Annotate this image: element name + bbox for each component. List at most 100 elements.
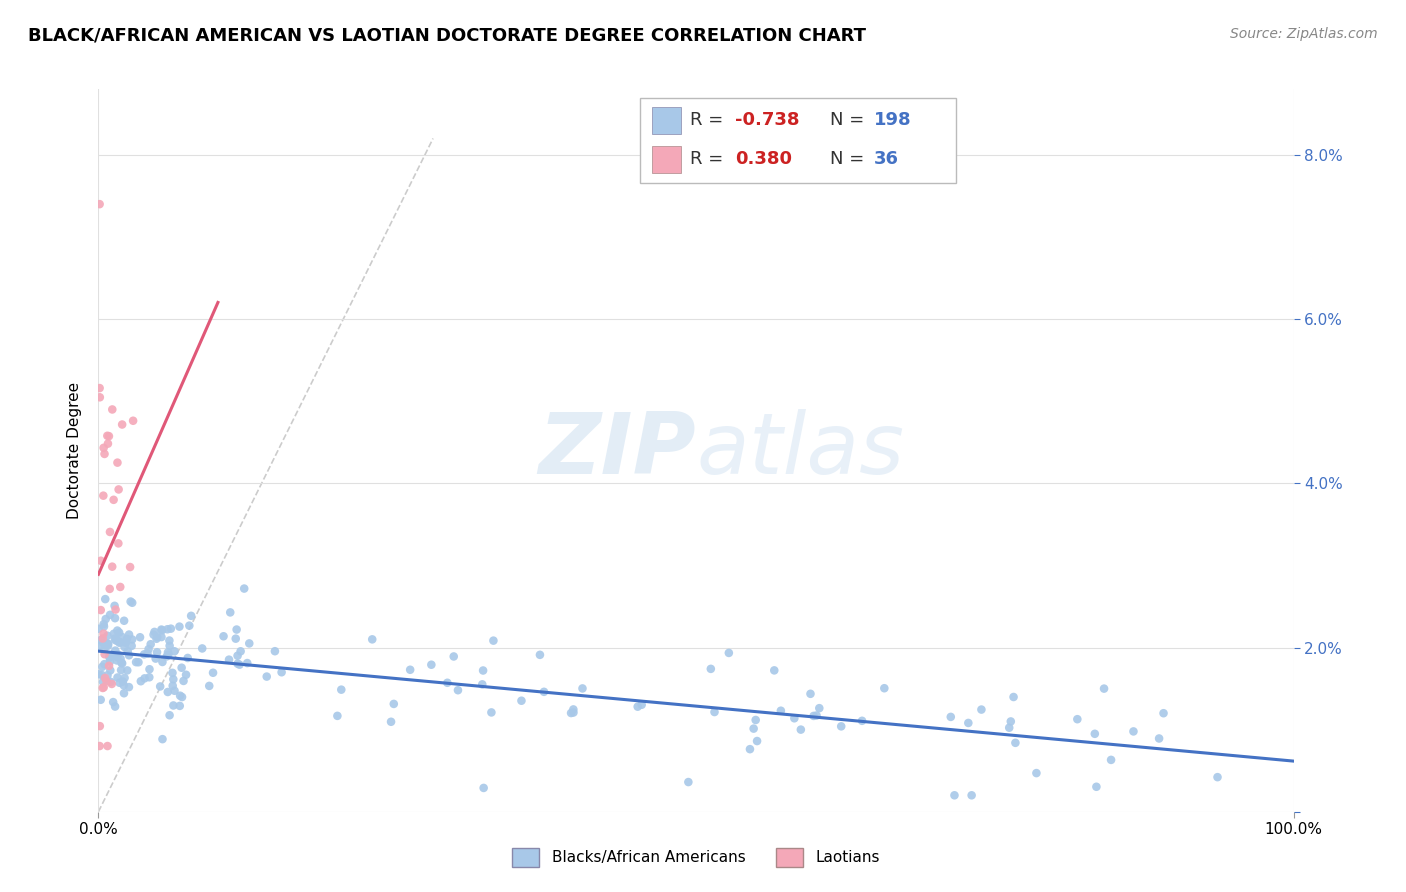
Point xyxy=(138,642,160,657)
Point xyxy=(256,669,278,683)
Point xyxy=(1147,731,1170,746)
Point xyxy=(560,706,582,720)
Point xyxy=(104,599,127,613)
Point xyxy=(326,709,349,723)
Point xyxy=(97,639,120,653)
Point xyxy=(173,673,195,688)
Point xyxy=(169,698,191,713)
Point xyxy=(93,642,115,657)
Point xyxy=(146,645,169,659)
Point xyxy=(238,636,260,650)
Point xyxy=(769,704,792,718)
Point xyxy=(96,668,118,682)
Point xyxy=(150,623,173,637)
Point xyxy=(150,624,173,638)
Point xyxy=(143,624,166,639)
Point xyxy=(960,789,983,803)
Point xyxy=(742,722,765,736)
Point xyxy=(104,632,127,646)
Point xyxy=(112,614,135,628)
Point xyxy=(1066,712,1088,726)
Point xyxy=(110,651,132,665)
Point xyxy=(118,627,141,641)
Point xyxy=(89,719,111,733)
Point xyxy=(179,618,201,632)
Point xyxy=(763,664,786,678)
Point xyxy=(436,675,458,690)
Point xyxy=(117,644,139,658)
Point xyxy=(127,655,149,669)
Point xyxy=(191,641,214,656)
FancyBboxPatch shape xyxy=(652,107,681,134)
Point xyxy=(93,647,115,661)
Point xyxy=(174,667,197,681)
Legend: Blacks/African Americans, Laotians: Blacks/African Americans, Laotians xyxy=(506,842,886,872)
Point xyxy=(998,721,1021,735)
Point xyxy=(159,639,181,653)
Point xyxy=(91,660,114,674)
Point xyxy=(108,635,131,649)
Point xyxy=(1002,690,1025,704)
Point xyxy=(159,708,181,723)
Text: R =: R = xyxy=(690,112,730,129)
Text: ZIP: ZIP xyxy=(538,409,696,492)
Point xyxy=(138,670,160,684)
Point xyxy=(98,655,121,669)
Point xyxy=(1122,724,1144,739)
Point xyxy=(94,612,117,626)
Point xyxy=(134,671,156,685)
Text: Source: ZipAtlas.com: Source: ZipAtlas.com xyxy=(1230,27,1378,41)
Point xyxy=(120,560,142,574)
Point xyxy=(717,646,740,660)
Point xyxy=(90,603,112,617)
Text: N =: N = xyxy=(830,112,869,129)
Point xyxy=(218,653,240,667)
Point xyxy=(89,381,111,395)
Point xyxy=(330,682,353,697)
Point xyxy=(91,632,114,646)
Point xyxy=(225,623,247,637)
Point xyxy=(212,629,235,643)
Point xyxy=(104,602,127,616)
Point xyxy=(103,492,125,507)
Point xyxy=(939,710,962,724)
Point xyxy=(89,739,111,753)
Point xyxy=(111,630,134,644)
Point xyxy=(98,664,121,678)
Point xyxy=(562,702,585,716)
Point xyxy=(107,650,129,665)
Point xyxy=(380,714,402,729)
Point xyxy=(149,680,172,694)
Point xyxy=(117,664,139,678)
Point xyxy=(420,657,443,672)
Point xyxy=(1092,681,1115,696)
Point xyxy=(156,622,179,636)
Point xyxy=(472,664,495,678)
Point xyxy=(943,789,966,803)
Point xyxy=(115,632,138,646)
Point xyxy=(93,447,115,461)
Point xyxy=(443,649,465,664)
Point xyxy=(738,742,761,756)
Text: 36: 36 xyxy=(875,150,898,168)
Point xyxy=(91,681,114,695)
Point xyxy=(1000,714,1022,729)
Point xyxy=(112,686,135,700)
Point xyxy=(873,681,896,696)
Point xyxy=(114,635,136,649)
Point xyxy=(118,680,141,694)
Point xyxy=(105,653,128,667)
Point xyxy=(96,739,118,753)
Point xyxy=(447,683,470,698)
Point xyxy=(107,536,129,550)
Point xyxy=(114,635,136,649)
Point xyxy=(228,657,250,672)
Point xyxy=(93,681,115,695)
Point xyxy=(783,711,806,725)
Point xyxy=(129,674,152,689)
Point xyxy=(105,648,128,663)
Point xyxy=(101,559,124,574)
Text: atlas: atlas xyxy=(696,409,904,492)
Point xyxy=(87,667,110,681)
Point xyxy=(98,650,121,665)
